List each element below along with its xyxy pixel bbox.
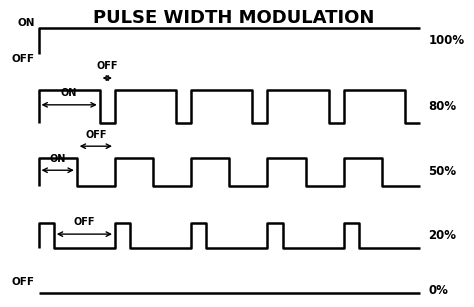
Text: OFF: OFF xyxy=(12,54,35,64)
Text: OFF: OFF xyxy=(73,217,95,227)
Text: ON: ON xyxy=(18,17,35,28)
Text: PULSE WIDTH MODULATION: PULSE WIDTH MODULATION xyxy=(93,9,374,27)
Text: OFF: OFF xyxy=(12,277,35,287)
Text: 80%: 80% xyxy=(428,100,456,113)
Text: OFF: OFF xyxy=(97,61,118,71)
Text: ON: ON xyxy=(61,88,77,98)
Text: 20%: 20% xyxy=(428,229,456,242)
Text: ON: ON xyxy=(49,154,66,164)
Text: 100%: 100% xyxy=(428,34,465,48)
Text: 0%: 0% xyxy=(428,284,448,297)
Text: 50%: 50% xyxy=(428,165,456,178)
Text: OFF: OFF xyxy=(85,130,107,139)
